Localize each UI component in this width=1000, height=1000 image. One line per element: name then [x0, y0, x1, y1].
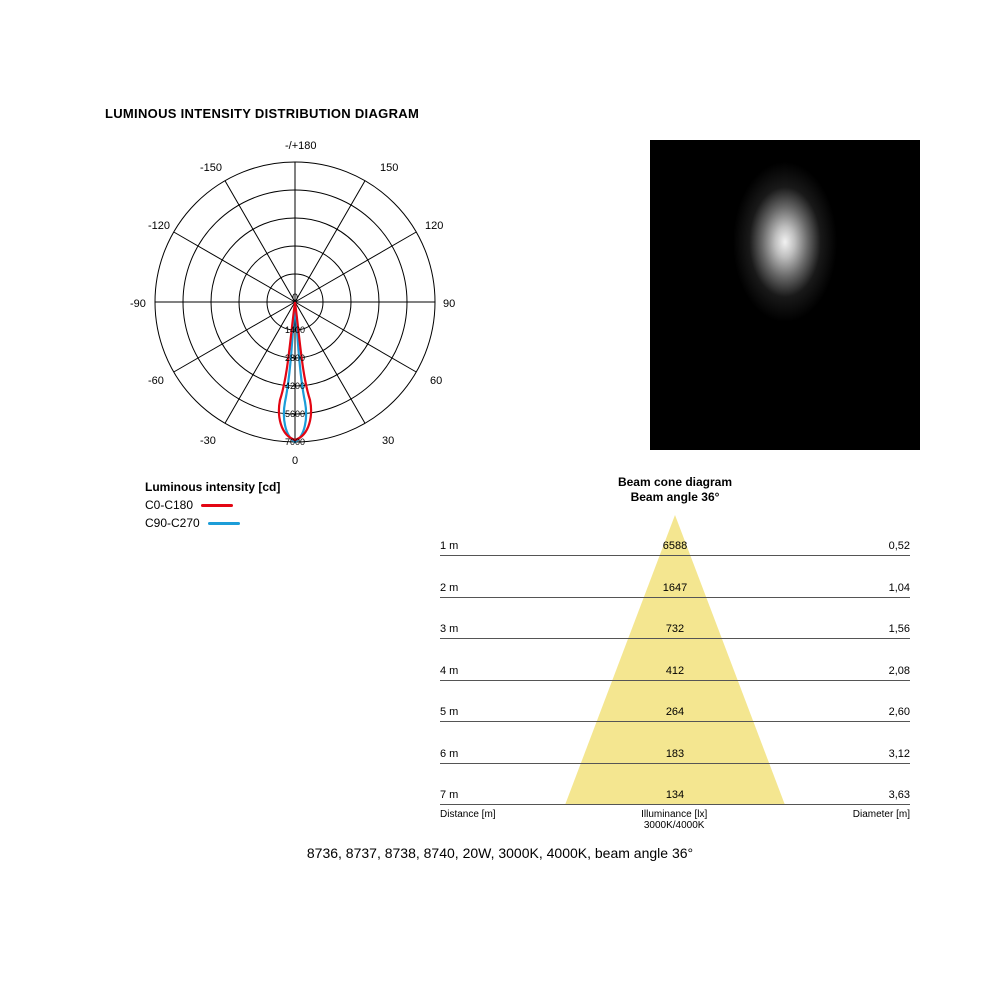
- legend-swatch-red: [201, 504, 233, 507]
- cone-lux: 412: [635, 665, 715, 677]
- svg-text:7000: 7000: [285, 437, 305, 447]
- angle-label-n120: -120: [148, 220, 170, 232]
- legend-title: Luminous intensity [cd]: [145, 480, 280, 494]
- angle-label-120: 120: [425, 220, 443, 232]
- svg-text:1400: 1400: [285, 325, 305, 335]
- cone-row: 1 m 6588 0,52: [440, 515, 910, 556]
- cone-lux: 264: [635, 706, 715, 718]
- footer-distance: Distance [m]: [440, 809, 496, 831]
- cone-row: 5 m 264 2,60: [440, 681, 910, 722]
- cone-distance: 7 m: [440, 789, 500, 801]
- cone-distance: 3 m: [440, 623, 500, 635]
- legend: Luminous intensity [cd] C0-C180 C90-C270: [145, 480, 280, 532]
- svg-text:4200: 4200: [285, 381, 305, 391]
- cone-diameter: 2,60: [850, 706, 910, 718]
- angle-label-n30: -30: [200, 435, 216, 447]
- angle-label-180: -/+180: [285, 140, 317, 152]
- legend-row-c90: C90-C270: [145, 514, 280, 532]
- cone-lux: 732: [635, 623, 715, 635]
- footer-diameter: Diameter [m]: [853, 809, 910, 831]
- angle-label-30: 30: [382, 435, 394, 447]
- legend-label-c0: C0-C180: [145, 496, 193, 514]
- page-title: LUMINOUS INTENSITY DISTRIBUTION DIAGRAM: [105, 106, 419, 121]
- cone-diameter: 0,52: [850, 540, 910, 552]
- cone-chart: 1 m 6588 0,52 2 m 1647 1,04 3 m 732 1,56 4 m 412 2,…: [440, 515, 910, 805]
- cone-row: 2 m 1647 1,04: [440, 556, 910, 597]
- angle-label-n150: -150: [200, 162, 222, 174]
- beam-cone-diagram: Beam cone diagram Beam angle 36° 1 m 6588…: [440, 475, 910, 831]
- cone-distance: 6 m: [440, 748, 500, 760]
- cone-lux: 6588: [635, 540, 715, 552]
- cone-diameter: 3,63: [850, 789, 910, 801]
- legend-swatch-blue: [208, 522, 240, 525]
- product-caption: 8736, 8737, 8738, 8740, 20W, 3000K, 4000…: [0, 845, 1000, 861]
- angle-label-0bot: 0: [292, 455, 298, 467]
- legend-label-c90: C90-C270: [145, 514, 200, 532]
- beam-glow: [720, 162, 850, 362]
- cone-diameter: 3,12: [850, 748, 910, 760]
- polar-diagram: 1400 2800 4200 5600 7000 -/+180 -150 150 -12…: [130, 140, 460, 480]
- angle-label-90: 90: [443, 298, 455, 310]
- cone-diameter: 1,04: [850, 582, 910, 594]
- beam-photo: [650, 140, 920, 450]
- cone-title: Beam cone diagram Beam angle 36°: [440, 475, 910, 505]
- cone-distance: 5 m: [440, 706, 500, 718]
- angle-label-60: 60: [430, 375, 442, 387]
- cone-row: 6 m 183 3,12: [440, 722, 910, 763]
- angle-label-0top: 0: [292, 292, 298, 304]
- footer-illuminance: Illuminance [lx]3000K/4000K: [641, 809, 707, 831]
- cone-lux: 1647: [635, 582, 715, 594]
- cone-diameter: 1,56: [850, 623, 910, 635]
- cone-diameter: 2,08: [850, 665, 910, 677]
- cone-row: 4 m 412 2,08: [440, 639, 910, 680]
- cone-distance: 4 m: [440, 665, 500, 677]
- cone-row: 3 m 732 1,56: [440, 598, 910, 639]
- legend-row-c0: C0-C180: [145, 496, 280, 514]
- angle-label-n90: -90: [130, 298, 146, 310]
- cone-lux: 183: [635, 748, 715, 760]
- cone-row: 7 m 134 3,63: [440, 764, 910, 805]
- cone-footer: Distance [m] Illuminance [lx]3000K/4000K…: [440, 809, 910, 831]
- cone-distance: 2 m: [440, 582, 500, 594]
- angle-label-150: 150: [380, 162, 398, 174]
- cone-distance: 1 m: [440, 540, 500, 552]
- svg-text:5600: 5600: [285, 409, 305, 419]
- angle-label-n60: -60: [148, 375, 164, 387]
- cone-lux: 134: [635, 789, 715, 801]
- polar-svg: 1400 2800 4200 5600 7000: [130, 140, 460, 480]
- svg-text:2800: 2800: [285, 353, 305, 363]
